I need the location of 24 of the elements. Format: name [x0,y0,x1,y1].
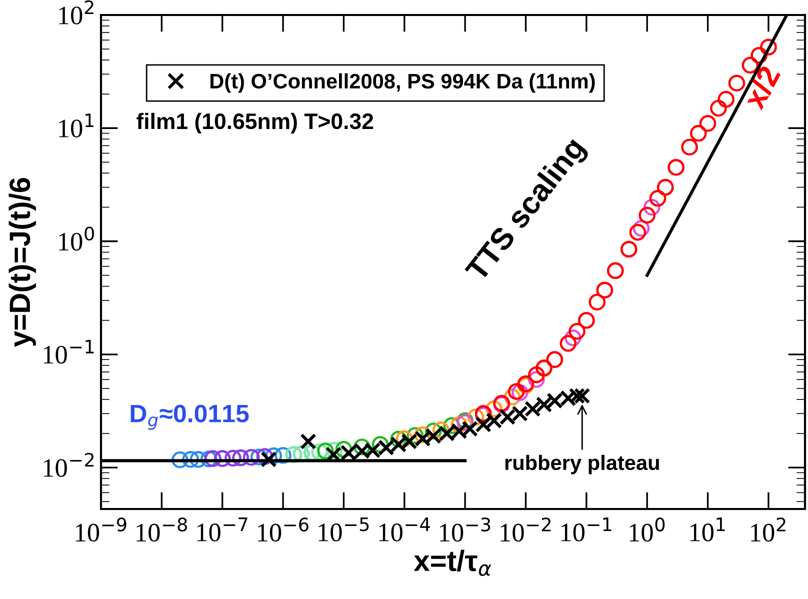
x-tick-label: 10$^{−8}$ [136,518,187,542]
x-tick-label: 10$^{−9}$ [76,518,126,542]
x-tick-label: 10$^{−5}$ [318,518,369,542]
annotation: rubbery plateau [505,454,659,474]
y-tick-label: 10$^{1}$ [59,114,94,138]
x-tick-label: 10$^{2}$ [751,518,786,542]
x-tick-label: 10$^{−6}$ [258,518,308,542]
y-axis-title: y=D(t)=J(t)/6 [8,178,36,347]
x-tick-label: 10$^{−4}$ [379,518,430,542]
y-tick-label: 10$^{−2}$ [44,452,94,477]
x-tick-label: 10$^{0}$ [630,518,665,542]
x-tick-label: 10$^{−3}$ [440,518,490,542]
x-tick-label: 10$^{−1}$ [561,518,612,542]
annotation: film1 (10.65nm) T>0.32 [136,112,374,134]
annotation: x/2 [742,64,782,111]
x-tick-label: 10$^{−2}$ [500,518,550,542]
y-tick-label: 10$^{−1}$ [44,340,94,364]
y-tick-label: 10$^{2}$ [59,0,94,24]
x-axis-title: x=t/τ$_{α}$ [414,550,492,576]
x-tick-label: 10$^{1}$ [690,518,725,542]
legend-label: D(t) O’Connell2008, PS 994K Da (11nm) [210,73,595,93]
x-tick-label: 10$^{−7}$ [197,518,248,542]
y-tick-label: 10$^{0}$ [59,226,94,251]
annotation: D$_{g}$≈0.0115 [130,404,249,430]
